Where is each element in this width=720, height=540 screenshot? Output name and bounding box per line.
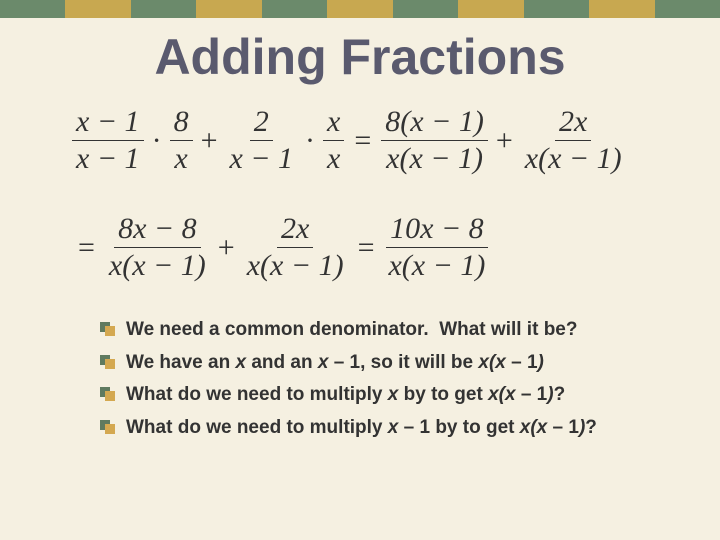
fraction: 8(x − 1) x(x − 1) [381,104,488,177]
op-plus: + [212,230,241,266]
stripe-segment [0,0,65,18]
top-stripe-bar [0,0,720,18]
op-dot: · [146,123,168,159]
stripe-segment [262,0,327,18]
fraction: 2x x(x − 1) [521,104,626,177]
math-area: x − 1 x − 1 · 8 x + 2 x − 1 · x x = 8(x … [70,104,680,284]
stripe-segment [393,0,458,18]
page-title: Adding Fractions [0,28,720,86]
math-row-2: = 8x − 8 x(x − 1) + 2x x(x − 1) = 10x − … [70,211,680,284]
bullet-item: What do we need to multiply x by to get … [100,383,690,408]
stripe-segment [131,0,196,18]
bullet-item: We have an x and an x – 1, so it will be… [100,351,690,376]
math-row-1: x − 1 x − 1 · 8 x + 2 x − 1 · x x = 8(x … [70,104,680,177]
op-dot: · [299,123,321,159]
stripe-segment [327,0,392,18]
stripe-segment [524,0,589,18]
bullet-item: We need a common denominator. What will … [100,318,690,343]
bullet-text: What do we need to multiply x – 1 by to … [126,416,597,441]
fraction: x − 1 x − 1 [72,104,144,177]
op-eq: = [346,123,379,159]
op-plus: + [490,123,519,159]
bullet-icon [100,420,116,434]
stripe-segment [589,0,654,18]
op-plus: + [195,123,224,159]
bullet-list: We need a common denominator. What will … [100,318,690,441]
bullet-item: What do we need to multiply x – 1 by to … [100,416,690,441]
bullet-text: We need a common denominator. What will … [126,318,577,343]
fraction: 2 x − 1 [225,104,297,177]
bullet-icon [100,387,116,401]
stripe-segment [196,0,261,18]
op-eq: = [70,230,103,266]
stripe-segment [65,0,130,18]
stripe-segment [458,0,523,18]
stripe-segment [655,0,720,18]
bullet-icon [100,322,116,336]
bullet-icon [100,355,116,369]
bullet-text: We have an x and an x – 1, so it will be… [126,351,544,376]
fraction: 10x − 8 x(x − 1) [384,211,489,284]
fraction: x x [323,104,344,177]
fraction: 8x − 8 x(x − 1) [105,211,210,284]
fraction: 2x x(x − 1) [243,211,348,284]
fraction: 8 x [170,104,193,177]
bullet-text: What do we need to multiply x by to get … [126,383,565,408]
op-eq: = [350,230,383,266]
